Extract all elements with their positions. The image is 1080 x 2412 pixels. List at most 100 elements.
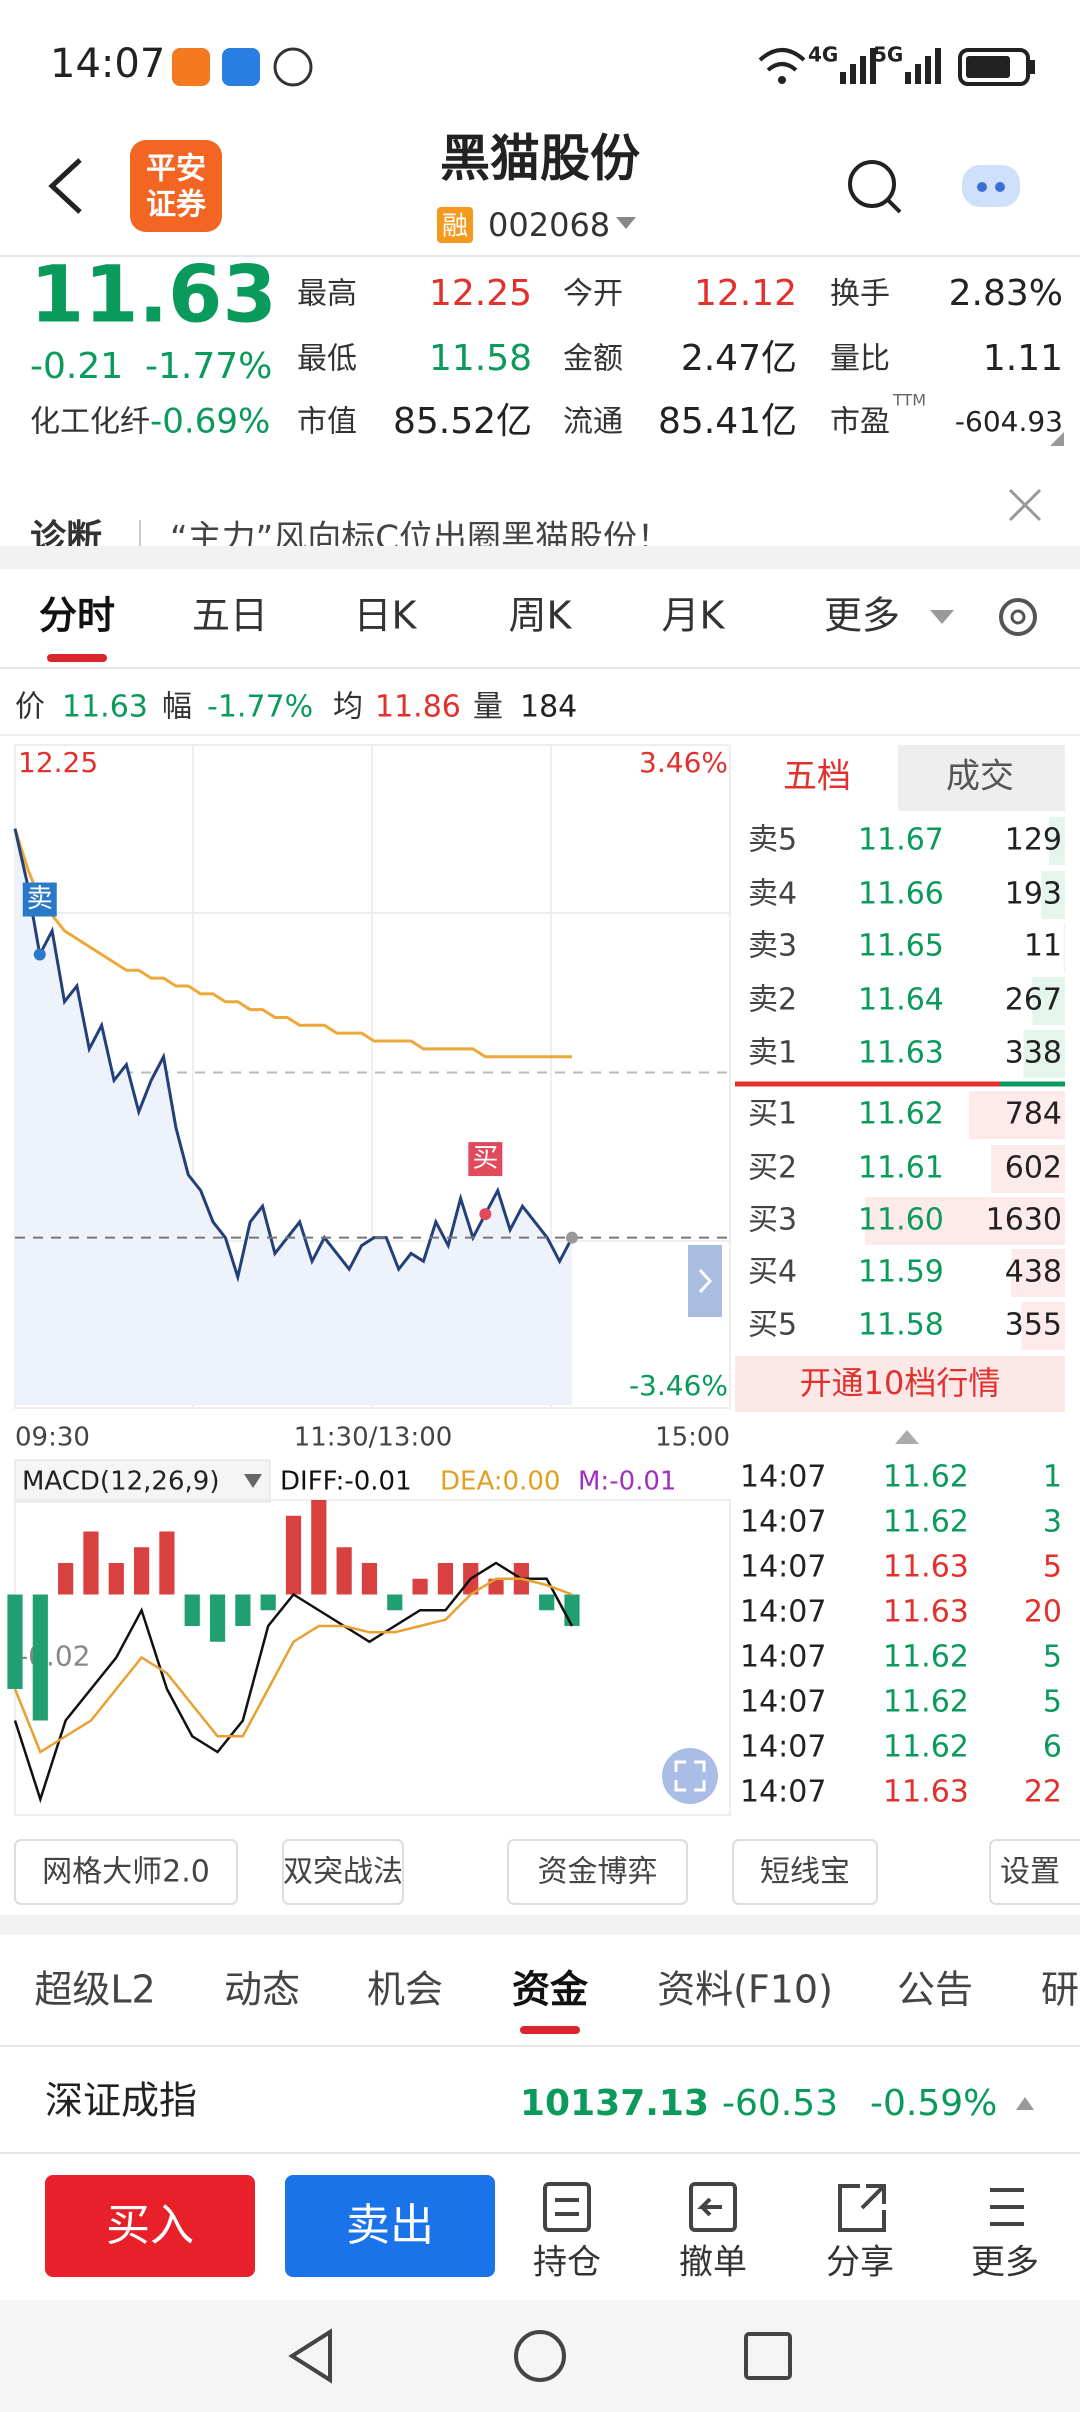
book-label: 卖4 [748,877,797,912]
signal-2 [905,48,941,84]
battery-tip [1030,60,1035,74]
chart-tab[interactable]: 五日 [192,594,268,638]
content-tab[interactable]: 资料(F10) [657,1968,833,2012]
nav-back[interactable] [288,2328,332,2384]
macd-indicator: DEA:0.00 [440,1467,560,1497]
content-tab[interactable]: 超级L2 [34,1968,155,2012]
trade-point [33,948,46,961]
search-button[interactable] [848,160,896,208]
trades-up[interactable] [895,1430,919,1444]
tool-button[interactable] [282,1839,404,1905]
action-icons [543,2182,1024,2232]
chevron [698,1268,713,1294]
nav-bar [0,2300,1080,2412]
sell-label[interactable]: 卖出 [346,2200,434,2251]
content-tab[interactable]: 资金 [512,1968,589,2012]
book-price: 11.60 [858,1203,944,1238]
macd-bar [58,1563,74,1595]
stat-label: 换手 [830,277,890,312]
trade-volume: 3 [1043,1505,1062,1540]
settings-center [1010,609,1026,625]
tool-label[interactable]: 网格大师2.0 [42,1855,210,1890]
news-close[interactable] [1008,488,1042,522]
robot-button[interactable] [962,165,1020,207]
stat-label: 流通 [563,405,623,440]
volume-bar [1041,871,1065,919]
tool-button[interactable] [14,1839,238,1905]
index-value: 10137.13 [520,2083,709,2124]
robot-eye [977,182,987,192]
action-label[interactable]: 持仓 [533,2243,601,2283]
settings-button[interactable] [999,598,1037,636]
tool-label[interactable]: 设置 [1000,1855,1060,1890]
nav-home[interactable] [514,2330,566,2382]
chart-tab[interactable]: 更多 [824,594,900,638]
stat-value: 12.12 [694,273,797,314]
status-time: 14:07 [50,41,165,87]
action-label[interactable]: 更多 [971,2243,1039,2283]
content-tab[interactable]: 机会 [367,1968,443,2012]
chart-tab[interactable]: 分时 [39,594,115,638]
x-tick-label: 11:30/13:00 [294,1423,453,1453]
code-dropdown[interactable] [616,217,636,229]
macd-bar [285,1515,302,1595]
macd-bar [260,1594,276,1611]
buy-label[interactable]: 买入 [106,2200,194,2251]
volume-bar [1011,1249,1065,1297]
tool-button[interactable] [989,1839,1080,1905]
volume-bar [991,1145,1065,1193]
chart-tab[interactable]: 月K [662,594,726,638]
x-tick-label: 09:30 [15,1423,90,1453]
price-change: -0.21 [30,346,123,387]
macd-bar [32,1594,48,1721]
macd-bar [361,1563,378,1595]
trade-price: 11.63 [883,1595,969,1630]
volume-bar [968,1091,1065,1139]
action-label[interactable]: 分享 [826,2243,894,2283]
index-expand[interactable] [1016,2097,1034,2110]
book-footer[interactable]: 开通10档行情 [800,1364,1001,1402]
tab-underline [47,654,107,662]
more-dropdown[interactable] [930,610,954,624]
trade-volume: 5 [1043,1685,1062,1720]
chart-tab[interactable]: 日K [354,594,418,638]
news-text[interactable]: “主力”风向标C位出圈黑猫股份！ [170,519,671,559]
tool-label[interactable]: 资金博弈 [538,1855,658,1890]
tool-button[interactable] [732,1839,878,1905]
book-price: 11.64 [858,983,944,1018]
macd-indicator: DIFF:-0.01 [280,1467,412,1497]
book-tab[interactable]: 成交 [946,757,1014,797]
stat-label: 最高 [297,277,357,312]
book-tab[interactable]: 五档 [783,757,851,797]
content-tab[interactable]: 公告 [897,1968,973,2012]
macd-selector[interactable] [14,1459,271,1503]
back-button[interactable] [48,158,82,214]
action-label[interactable]: 撤单 [679,2243,747,2283]
trade-price: 11.62 [883,1730,969,1765]
logo-text: 平安 [146,152,206,187]
content-tab[interactable]: 动态 [224,1968,300,2012]
content-tab[interactable]: 研 [1041,1968,1079,2012]
stat-label: 量比 [830,342,890,377]
macd-bar [7,1594,23,1689]
buy-button[interactable] [45,2175,255,2277]
book-label: 卖1 [748,1036,797,1071]
nav-recent[interactable] [744,2332,792,2380]
trade-volume: 1 [1043,1460,1062,1495]
macd-indicator: M:-0.01 [578,1467,676,1497]
fullscreen-button[interactable] [662,1748,718,1804]
gap [0,546,1080,569]
book-volume: 602 [1005,1151,1062,1186]
tool-label[interactable]: 短线宝 [760,1855,850,1890]
tool-label[interactable]: 双突战法 [283,1855,403,1890]
chart-tab[interactable]: 周K [509,594,573,638]
index-name[interactable]: 深证成指 [45,2079,197,2123]
sell-button[interactable] [285,2175,495,2277]
book-footer-bg[interactable] [735,1356,1065,1412]
badge-bg [437,207,473,243]
trade-marker: 买 [472,1144,498,1174]
chart-expand-tab[interactable] [688,1245,722,1317]
book-price: 11.62 [858,1097,944,1132]
tool-button[interactable] [507,1839,688,1905]
